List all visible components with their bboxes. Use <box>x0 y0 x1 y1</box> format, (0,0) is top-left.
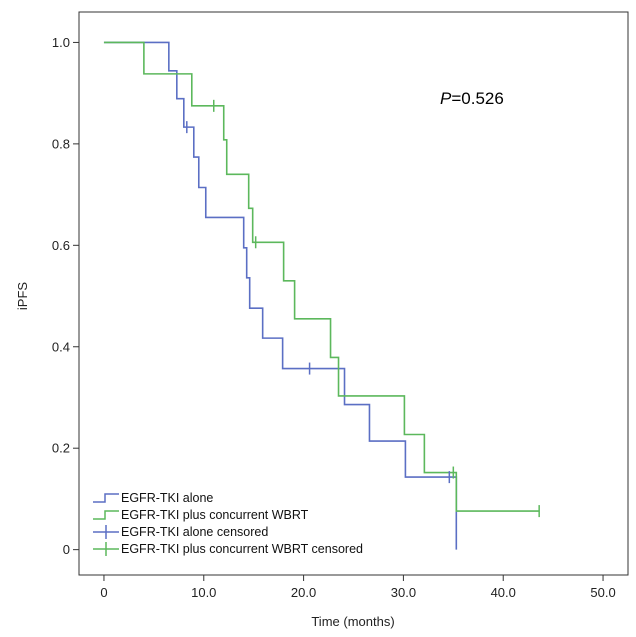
p-value-text: =0.526 <box>451 89 503 108</box>
legend-label: EGFR-TKI plus concurrent WBRT censored <box>121 542 363 556</box>
x-tick-label: 50.0 <box>590 585 615 600</box>
y-tick-label: 0.4 <box>52 339 70 354</box>
legend-label: EGFR-TKI plus concurrent WBRT <box>121 508 309 522</box>
x-tick-label: 40.0 <box>491 585 516 600</box>
y-tick-label: 0.6 <box>52 238 70 253</box>
legend-step-symbol <box>93 510 119 520</box>
x-tick-label: 30.0 <box>391 585 416 600</box>
y-tick-label: 0.2 <box>52 441 70 456</box>
curve-egfr-tki-plus-wbrt <box>103 41 540 512</box>
y-tick-label: 0 <box>63 542 70 557</box>
p-value-italic: P <box>440 89 452 108</box>
x-tick-label: 0 <box>100 585 107 600</box>
x-tick-label: 20.0 <box>291 585 316 600</box>
y-axis-title: iPFS <box>15 282 30 311</box>
legend-egfr-tki-alone-censored: EGFR-TKI alone censored <box>93 525 268 539</box>
legend-step-symbol <box>93 493 119 503</box>
legend-egfr-tki-plus-wbrt: EGFR-TKI plus concurrent WBRT <box>93 508 309 522</box>
x-axis-title: Time (months) <box>311 614 394 629</box>
x-tick-label: 10.0 <box>191 585 216 600</box>
legend-egfr-tki-plus-wbrt-censored: EGFR-TKI plus concurrent WBRT censored <box>93 542 363 556</box>
legend-label: EGFR-TKI alone censored <box>121 525 268 539</box>
legend-egfr-tki-alone: EGFR-TKI alone <box>93 491 213 505</box>
legend: EGFR-TKI alone EGFR-TKI plus concurrent W… <box>93 491 363 556</box>
curve-egfr-tki-alone <box>103 41 458 550</box>
y-tick-label: 1.0 <box>52 35 70 50</box>
p-value-annotation: P=0.526 <box>440 89 504 108</box>
legend-label: EGFR-TKI alone <box>121 491 213 505</box>
y-tick-label: 0.8 <box>52 136 70 151</box>
plot-frame <box>78 11 629 576</box>
